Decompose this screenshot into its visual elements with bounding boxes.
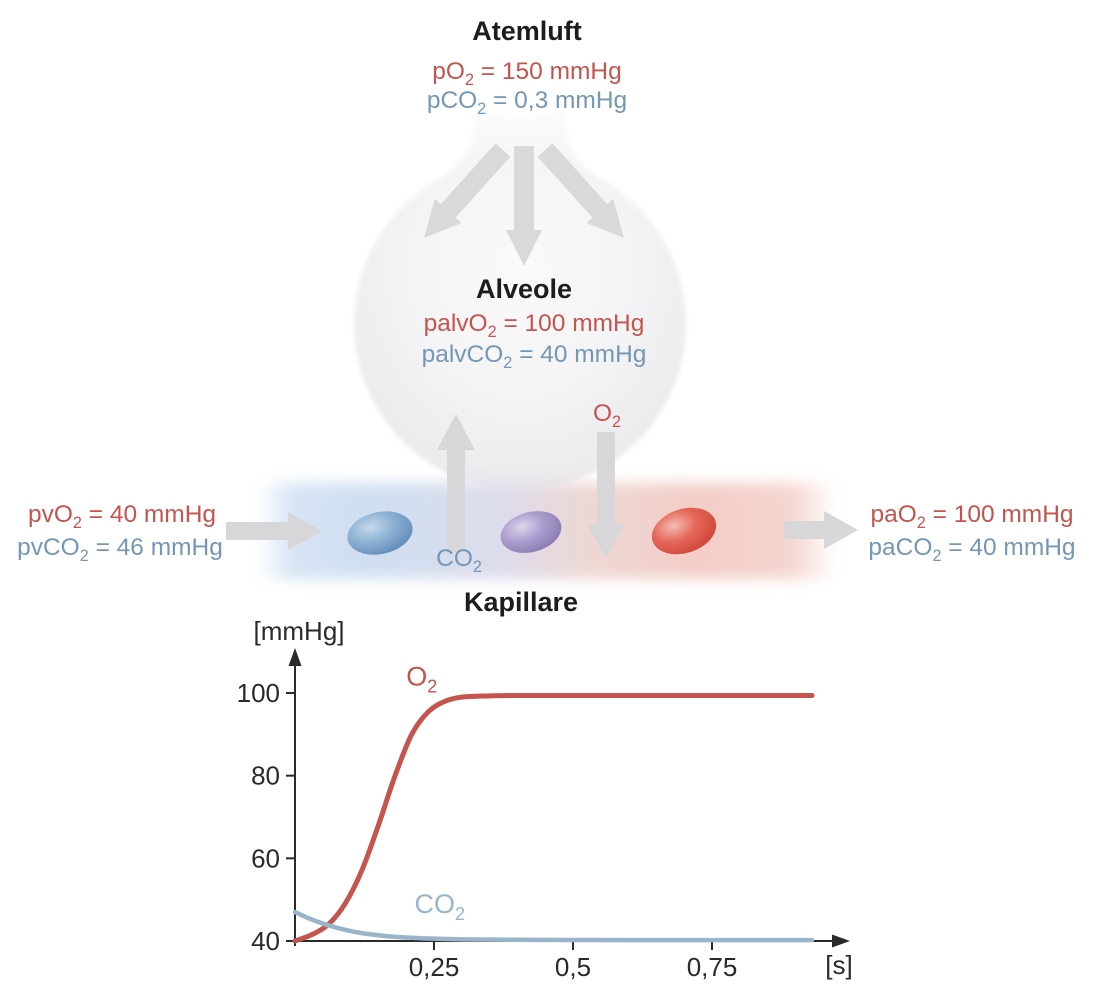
formula-main: palvO [423, 310, 488, 337]
atemluft-po2: pO2 = 150 mmHg [432, 57, 621, 90]
x-axis-arrowhead [832, 934, 850, 948]
rbc-blue [347, 511, 413, 555]
inhale-arrow-right-shaft [537, 143, 608, 218]
x-tick-label: 0,75 [687, 952, 738, 982]
formula-sub: 2 [612, 412, 622, 431]
arterial-pco2: paCO2 = 40 mmHg [868, 533, 1075, 566]
formula-sub: 2 [464, 70, 474, 89]
formula-rest: = 40 mmHg [81, 501, 217, 528]
co2-up-arrow [437, 414, 475, 552]
o2-down-arrow-head [587, 524, 625, 558]
arterial-outflow-arrow [784, 511, 858, 549]
alveole-pco2: palvCO2 = 40 mmHg [422, 340, 647, 373]
x-axis-label: [s] [825, 950, 852, 980]
o2-transfer-label: O2 [593, 399, 621, 432]
alveole-title: Alveole [475, 274, 573, 304]
venous-po2: pvO2 = 40 mmHg [28, 500, 216, 533]
kapillare-title: Kapillare [463, 587, 579, 617]
inhale-arrow-left [424, 143, 511, 238]
inhale-arrow-right-head [586, 198, 624, 238]
venous-inflow-arrow-head [288, 512, 322, 550]
formula-main: pCO [426, 87, 478, 114]
co2-transfer-label: CO2 [436, 544, 482, 577]
formula-main: pvO [27, 501, 73, 528]
formula-rest: = 150 mmHg [473, 58, 622, 85]
formula-rest: = 40 mmHg [512, 341, 647, 368]
y-axis-label: [mmHg] [254, 616, 345, 646]
x-tick-label: 0,5 [555, 952, 591, 982]
formula-rest: = 0,3 mmHg [486, 87, 628, 114]
arterial-outflow-arrow-shaft [784, 521, 826, 539]
formula-main: paO [870, 501, 917, 528]
alveole-po2: palvO2 = 100 mmHg [424, 309, 645, 342]
venous-pco2: pvCO2 = 46 mmHg [17, 533, 223, 566]
inhale-arrows [424, 143, 624, 266]
rbc-red-body [651, 507, 717, 555]
formula-main: palvCO [421, 341, 504, 368]
arterial-outflow-arrow-head [824, 511, 858, 549]
pressure-time-chart: 40 60 80 100 0,25 0,5 0,75 [mmHg] [s] O2 CO2 [225, 615, 905, 1000]
formula-sub: 2 [916, 513, 926, 532]
rbc-red [651, 507, 717, 555]
curve-label-CO₂: CO2 [415, 889, 466, 924]
co2-up-arrow-shaft [447, 448, 465, 552]
chart-svg: 40 60 80 100 0,25 0,5 0,75 [mmHg] [s] O2 CO2 [237, 616, 853, 982]
o2-down-arrow-shaft [597, 432, 615, 526]
inhale-arrow-left-shaft [440, 143, 511, 218]
formula-main: CO [436, 545, 473, 572]
o2-down-arrow [587, 432, 625, 558]
inhale-arrow-middle [506, 146, 542, 266]
venous-inflow-arrow-shaft [226, 522, 290, 540]
y-tick-label: 80 [251, 761, 280, 791]
arterial-po2: paO2 = 100 mmHg [870, 500, 1073, 533]
inhale-arrow-middle-head [506, 230, 542, 266]
formula-rest: = 100 mmHg [496, 310, 645, 337]
formula-rest: = 100 mmHg [925, 501, 1074, 528]
curve-CO₂ [292, 909, 815, 943]
formula-main: pO [432, 58, 465, 85]
rbc-blue-body [347, 511, 413, 555]
venous-inflow-arrow [226, 512, 322, 550]
x-tick-label: 0,25 [409, 952, 460, 982]
y-tick-label: 100 [237, 678, 280, 708]
formula-main: pvCO [17, 534, 80, 561]
formula-sub: 2 [487, 322, 497, 341]
y-tick-label: 60 [251, 843, 280, 873]
atemluft-pco2: pCO2 = 0,3 mmHg [427, 86, 627, 119]
y-tick-label: 40 [251, 926, 280, 956]
formula-sub: 2 [503, 353, 513, 372]
inhale-arrow-right [537, 143, 624, 238]
curve-label-O₂: O2 [406, 662, 437, 697]
formula-rest: = 46 mmHg [88, 534, 223, 561]
formula-sub: 2 [79, 546, 89, 565]
formula-rest: = 40 mmHg [941, 534, 1076, 561]
curve-O₂ [292, 692, 815, 944]
formula-sub: 2 [72, 513, 82, 532]
formula-sub: 2 [932, 546, 942, 565]
formula-sub: 2 [472, 557, 482, 576]
co2-up-arrow-head [437, 414, 475, 450]
rbc-purple [500, 511, 562, 553]
formula-sub: 2 [477, 99, 487, 118]
formula-main: O [592, 400, 613, 427]
rbc-purple-body [500, 511, 562, 553]
formula-main: paCO [868, 534, 933, 561]
atemluft-title: Atemluft [472, 16, 582, 46]
inhale-arrow-left-head [424, 198, 462, 238]
y-axis-arrowhead [288, 648, 302, 666]
